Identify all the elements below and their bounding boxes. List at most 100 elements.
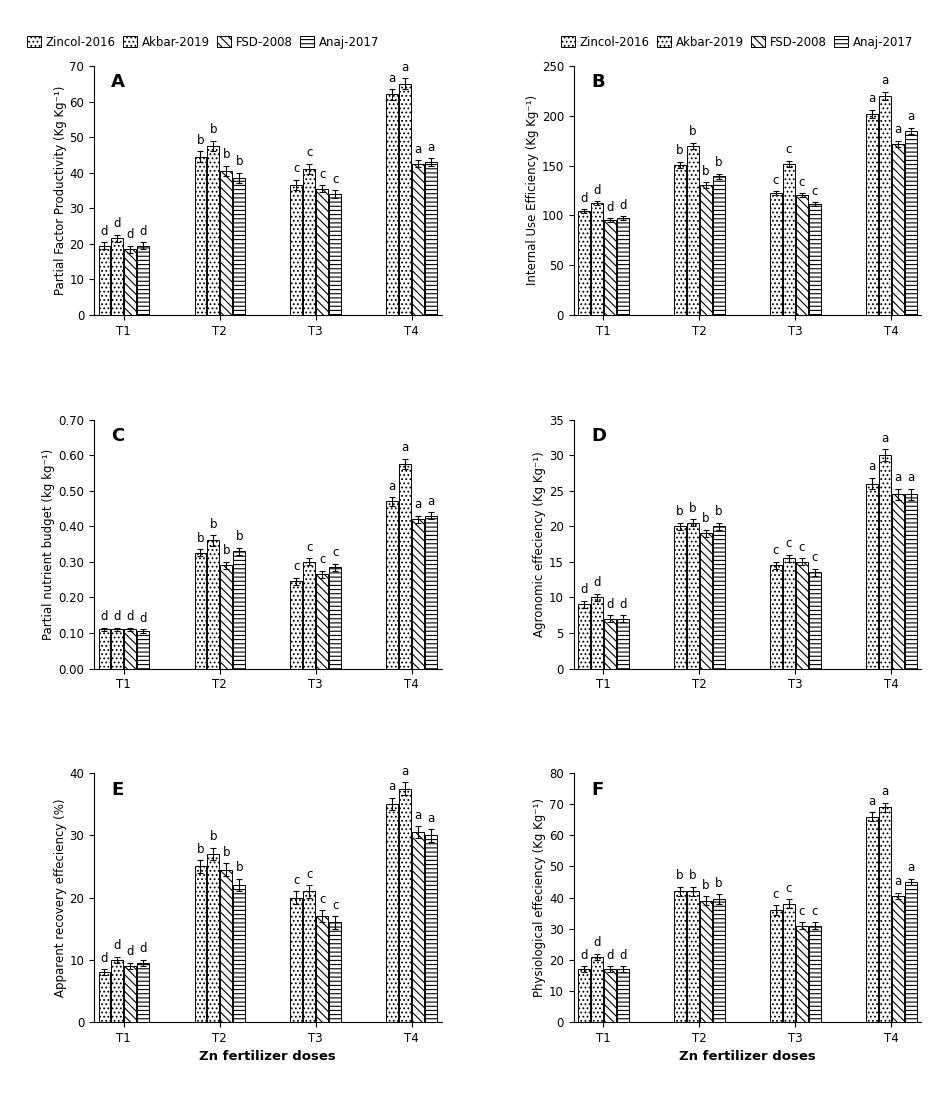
Text: c: c (319, 553, 325, 566)
Text: d: d (619, 598, 627, 611)
Text: c: c (293, 874, 300, 887)
Bar (578, 604, 590, 668)
Text: a: a (869, 460, 876, 474)
Bar (604, 220, 616, 315)
Text: c: c (332, 546, 338, 559)
Bar (700, 533, 712, 668)
Bar (208, 854, 219, 1022)
Bar (796, 562, 807, 668)
Bar (617, 969, 629, 1022)
Text: c: c (319, 168, 325, 180)
Text: c: c (786, 537, 792, 551)
Bar (233, 885, 245, 1022)
Text: d: d (606, 201, 614, 214)
Text: b: b (223, 148, 230, 162)
Text: b: b (210, 123, 217, 136)
Text: d: d (619, 948, 627, 962)
Text: D: D (591, 428, 606, 445)
Text: b: b (235, 862, 243, 875)
Y-axis label: Agronomic effeciency (Kg Kg⁻¹): Agronomic effeciency (Kg Kg⁻¹) (533, 451, 546, 637)
Bar (124, 966, 136, 1022)
Text: b: b (210, 518, 217, 531)
Bar (195, 157, 207, 315)
Bar (316, 917, 328, 1022)
Bar (425, 835, 437, 1022)
Bar (866, 817, 878, 1022)
Bar (879, 455, 891, 668)
Text: c: c (773, 174, 779, 187)
Bar (220, 170, 232, 315)
Text: b: b (702, 512, 710, 525)
Bar (425, 162, 437, 315)
Bar (700, 186, 712, 315)
Y-axis label: Apparent recovery effeciency (%): Apparent recovery effeciency (%) (54, 798, 67, 997)
Text: A: A (111, 74, 125, 91)
Bar (700, 901, 712, 1022)
Text: b: b (223, 544, 230, 557)
Bar (674, 526, 686, 668)
Bar (905, 495, 916, 668)
Bar (413, 832, 424, 1022)
Text: c: c (773, 544, 779, 557)
Text: a: a (428, 141, 434, 154)
Text: c: c (786, 881, 792, 895)
Text: b: b (196, 532, 204, 545)
Bar (770, 910, 782, 1022)
Bar (413, 519, 424, 668)
Bar (866, 484, 878, 668)
Text: a: a (428, 495, 434, 508)
Bar (386, 804, 399, 1022)
Bar (137, 631, 149, 668)
Text: b: b (702, 165, 710, 178)
Y-axis label: Partial Factor Productivity (Kg Kg⁻¹): Partial Factor Productivity (Kg Kg⁻¹) (54, 86, 67, 296)
Bar (208, 541, 219, 668)
Bar (413, 164, 424, 315)
Bar (304, 562, 315, 668)
Text: c: c (332, 899, 338, 912)
Text: d: d (580, 584, 588, 597)
Text: b: b (677, 144, 683, 157)
Bar (233, 178, 245, 315)
Text: a: a (415, 809, 422, 822)
Bar (674, 891, 686, 1022)
Bar (591, 957, 603, 1022)
Bar (233, 551, 245, 668)
Bar (578, 969, 590, 1022)
Bar (386, 95, 399, 315)
Text: d: d (127, 945, 134, 958)
Text: b: b (715, 156, 723, 169)
Text: c: c (319, 892, 325, 906)
Text: a: a (401, 441, 409, 454)
Text: d: d (127, 229, 134, 241)
Text: a: a (389, 479, 396, 492)
Text: b: b (223, 846, 230, 858)
Bar (316, 189, 328, 315)
Bar (112, 959, 123, 1022)
Bar (99, 245, 110, 315)
X-axis label: Zn fertilizer doses: Zn fertilizer doses (199, 1051, 337, 1064)
Text: b: b (715, 506, 723, 519)
Bar (112, 238, 123, 315)
Bar (124, 249, 136, 315)
Text: E: E (111, 780, 124, 799)
Bar (329, 195, 341, 315)
Text: a: a (882, 785, 888, 798)
Bar (604, 969, 616, 1022)
Bar (400, 84, 411, 315)
Bar (905, 882, 916, 1022)
Text: c: c (293, 560, 300, 574)
Bar (220, 869, 232, 1022)
Text: c: c (293, 163, 300, 175)
Text: b: b (196, 134, 204, 147)
Bar (866, 114, 878, 315)
Legend: Zincol-2016, Akbar-2019, FSD-2008, Anaj-2017: Zincol-2016, Akbar-2019, FSD-2008, Anaj-… (558, 33, 916, 51)
Text: d: d (606, 598, 614, 611)
Text: a: a (882, 75, 888, 87)
Text: c: c (306, 146, 312, 159)
Bar (783, 558, 795, 668)
Y-axis label: Partial nutrient budget (kg kg⁻¹): Partial nutrient budget (kg kg⁻¹) (42, 448, 55, 640)
Bar (808, 925, 821, 1022)
Text: d: d (593, 936, 601, 950)
Text: c: c (811, 185, 818, 198)
Bar (195, 866, 207, 1022)
